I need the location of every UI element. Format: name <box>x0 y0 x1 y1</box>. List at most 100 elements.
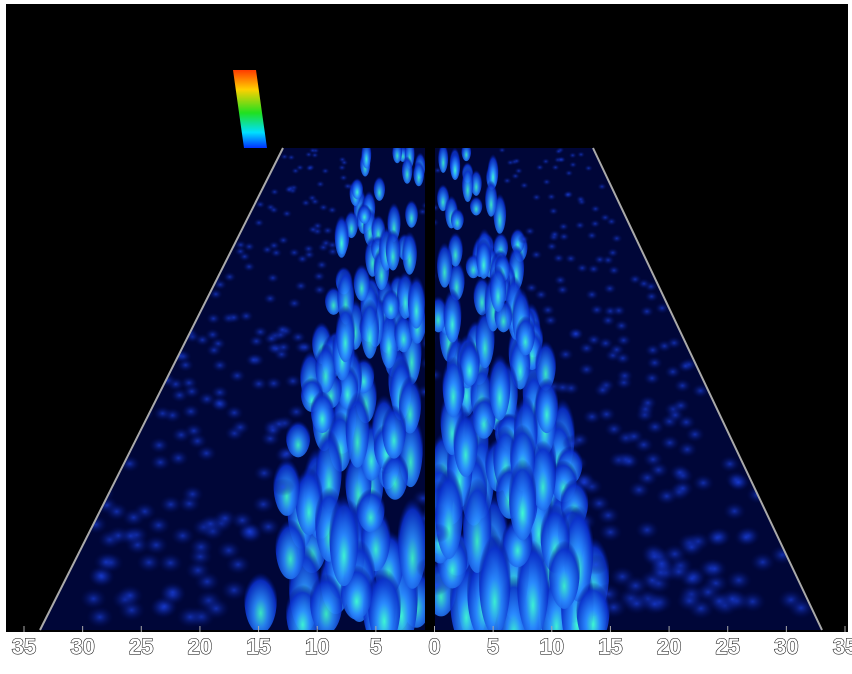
surface-peak <box>702 558 728 579</box>
surface-peak <box>646 356 663 370</box>
surface-peak <box>518 234 530 243</box>
surface-peak <box>593 255 606 265</box>
surface-peak <box>577 151 585 158</box>
surface-peak <box>311 152 319 159</box>
surface-peak <box>189 537 214 557</box>
surface-peak <box>624 428 644 444</box>
surface-peak <box>269 206 280 214</box>
surface-peak <box>644 344 661 357</box>
surface-peak <box>548 207 559 215</box>
surface-peak <box>590 205 601 213</box>
surface-peak <box>489 346 511 420</box>
surface-peak <box>282 209 293 218</box>
surface-peak <box>516 311 535 355</box>
surface-peak <box>666 336 682 349</box>
surface-peak <box>692 474 714 492</box>
surface-peak <box>266 273 279 284</box>
surface-peak <box>546 193 556 201</box>
surface-peak <box>587 264 600 274</box>
surface-peak <box>541 304 556 316</box>
surface-peak <box>351 176 363 200</box>
surface-peak <box>555 148 563 154</box>
surface-peak <box>243 262 256 272</box>
surface-peak <box>183 384 201 399</box>
surface-peak <box>470 194 482 215</box>
surface-peak <box>536 372 558 433</box>
surface-peak <box>303 244 315 254</box>
surface-peak <box>568 327 584 340</box>
surface-peak <box>144 535 169 555</box>
surface-peak <box>554 275 568 286</box>
surface-peak <box>153 406 172 421</box>
surface-peak <box>673 378 691 392</box>
surface-peak <box>479 524 511 635</box>
surface-peak <box>586 231 598 240</box>
surface-peak <box>286 416 310 457</box>
surface-peak <box>532 193 542 201</box>
surface-peak <box>542 158 550 165</box>
surface-peak <box>322 226 333 235</box>
surface-peak <box>310 197 320 205</box>
surface-peak <box>263 422 283 438</box>
surface-peak <box>275 341 291 354</box>
surface-peak <box>485 176 497 216</box>
surface-peak <box>339 174 348 181</box>
surface-peak <box>726 570 752 591</box>
x-tick-label: 35 <box>833 634 852 659</box>
surface-peak <box>228 369 246 383</box>
surface-peak <box>607 248 619 258</box>
surface-peak <box>490 260 507 311</box>
surface-peak <box>645 291 659 302</box>
surface-peak <box>556 284 570 295</box>
x-tick-label: 5 <box>370 634 382 659</box>
surface-peak <box>284 186 294 194</box>
surface-peak <box>643 371 661 385</box>
surface-peak <box>669 464 691 481</box>
surface-peak <box>230 419 250 435</box>
surface-peak <box>635 520 659 539</box>
surface-peak <box>549 230 561 239</box>
surface-peak <box>263 293 277 304</box>
surface-peak <box>614 320 629 332</box>
surface-peak <box>574 221 585 230</box>
surface-peak <box>557 156 565 163</box>
surface-peak <box>374 173 385 200</box>
surface-peak <box>503 177 512 184</box>
surface-peak <box>671 398 690 413</box>
surface-peak <box>168 450 189 467</box>
surface-peak <box>597 407 616 422</box>
surface-peak <box>211 358 228 372</box>
surface-peak <box>408 270 425 329</box>
surface-peak <box>569 152 577 159</box>
surface-peak <box>660 435 680 451</box>
surface-peak <box>361 292 380 359</box>
surface-peak <box>86 606 114 628</box>
surface-peak <box>727 474 749 492</box>
surface-peak <box>639 305 654 317</box>
surface-peak <box>597 183 607 191</box>
surface-peak <box>569 161 578 168</box>
surface-peak <box>607 265 620 275</box>
surface-peak <box>313 284 327 295</box>
surface-peak <box>223 272 236 283</box>
surface-peak <box>244 566 277 634</box>
x-tick-label: 25 <box>715 634 739 659</box>
x-tick-label: 20 <box>657 634 681 659</box>
surface-peak <box>243 242 255 252</box>
surface-peak <box>565 254 578 264</box>
surface-peak <box>301 199 311 207</box>
surface-peak <box>315 260 328 270</box>
surface-peak <box>288 248 300 258</box>
surface-peak <box>202 598 230 620</box>
surface-peak <box>542 178 551 185</box>
surface-peak <box>524 227 535 236</box>
surface-peak <box>655 487 678 505</box>
surface-peak <box>311 387 334 433</box>
x-tick-label: 5 <box>487 634 499 659</box>
surface-peak <box>619 453 640 470</box>
surface-peak <box>225 405 244 420</box>
surface-peak <box>199 514 223 533</box>
surface-peak <box>451 206 464 230</box>
surface-peak <box>386 225 401 271</box>
surface-peak <box>639 395 658 410</box>
